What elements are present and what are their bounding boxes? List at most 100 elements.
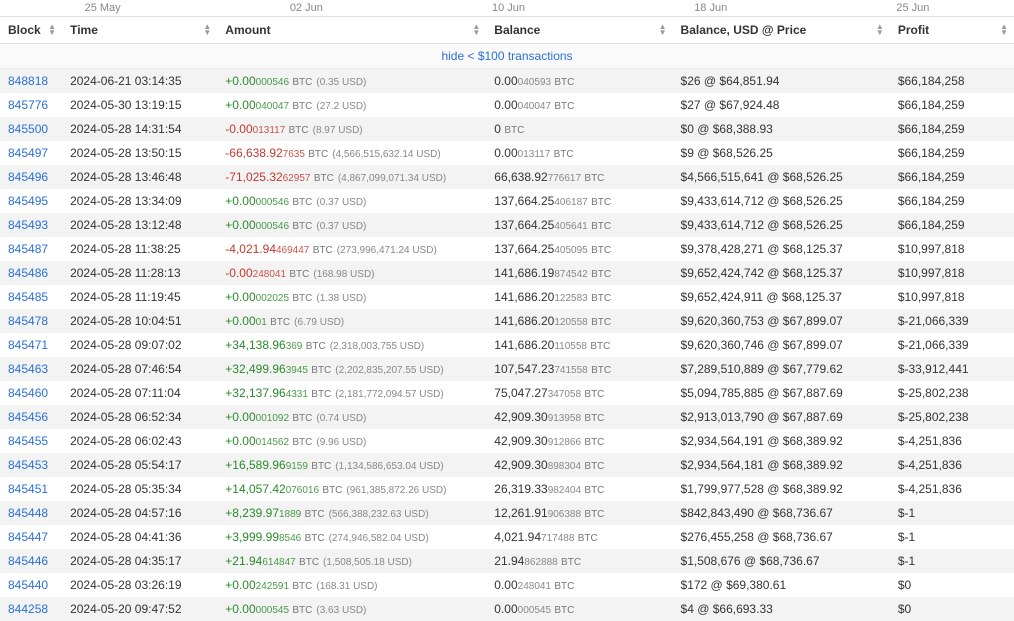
table-row: 8442582024-05-20 09:47:52+0.00000545 BTC… — [0, 597, 1014, 621]
sort-icon: ▲▼ — [48, 24, 56, 36]
header-balance-usd[interactable]: Balance, USD @ Price ▲▼ — [673, 17, 890, 44]
block-link[interactable]: 845453 — [8, 458, 48, 472]
block-link[interactable]: 845485 — [8, 290, 48, 304]
profit-cell: $-1 — [890, 549, 1014, 573]
balance-usd-cell: $1,508,676 @ $68,736.67 — [673, 549, 890, 573]
block-link[interactable]: 845493 — [8, 218, 48, 232]
sort-icon: ▲▼ — [203, 24, 211, 36]
table-row: 8454972024-05-28 13:50:15-66,638.927635 … — [0, 141, 1014, 165]
sort-icon: ▲▼ — [472, 24, 480, 36]
balance-cell: 0.00040047 BTC — [486, 93, 672, 117]
block-link[interactable]: 845456 — [8, 410, 48, 424]
profit-cell: $66,184,258 — [890, 69, 1014, 94]
header-profit[interactable]: Profit ▲▼ — [890, 17, 1014, 44]
header-time[interactable]: Time ▲▼ — [62, 17, 217, 44]
balance-cell: 137,664.25405641 BTC — [486, 213, 672, 237]
amount-cell: -66,638.927635 BTC(4,566,515,632.14 USD) — [217, 141, 486, 165]
amount-cell: +0.00014562 BTC(9.96 USD) — [217, 429, 486, 453]
timeline-labels: 25 May 02 Jun 10 Jun 18 Jun 25 Jun — [0, 0, 1014, 16]
balance-cell: 107,547.23741558 BTC — [486, 357, 672, 381]
block-link[interactable]: 845486 — [8, 266, 48, 280]
block-link[interactable]: 845451 — [8, 482, 48, 496]
block-link[interactable]: 845455 — [8, 434, 48, 448]
amount-cell: +21.94614847 BTC(1,508,505.18 USD) — [217, 549, 486, 573]
time-cell: 2024-05-28 10:04:51 — [62, 309, 217, 333]
balance-cell: 0 BTC — [486, 117, 672, 141]
sort-icon: ▲▼ — [876, 24, 884, 36]
block-link[interactable]: 845447 — [8, 530, 48, 544]
block-link[interactable]: 845776 — [8, 98, 48, 112]
hide-small-tx-link[interactable]: hide < $100 transactions — [0, 44, 1014, 69]
block-link[interactable]: 845448 — [8, 506, 48, 520]
block-link[interactable]: 845471 — [8, 338, 48, 352]
time-cell: 2024-05-28 11:28:13 — [62, 261, 217, 285]
amount-cell: +0.00000546 BTC(0.35 USD) — [217, 69, 486, 94]
amount-cell: +3,999.998546 BTC(274,946,582.04 USD) — [217, 525, 486, 549]
amount-cell: +32,137.964331 BTC(2,181,772,094.57 USD) — [217, 381, 486, 405]
time-cell: 2024-05-28 03:26:19 — [62, 573, 217, 597]
balance-cell: 0.00040593 BTC — [486, 69, 672, 94]
transactions-table: Block ▲▼ Time ▲▼ Amount ▲▼ Balance ▲▼ Ba… — [0, 16, 1014, 621]
profit-cell: $66,184,259 — [890, 141, 1014, 165]
profit-cell: $-4,251,836 — [890, 429, 1014, 453]
table-row: 8454472024-05-28 04:41:36+3,999.998546 B… — [0, 525, 1014, 549]
block-link[interactable]: 845463 — [8, 362, 48, 376]
time-cell: 2024-05-28 13:34:09 — [62, 189, 217, 213]
timeline-tick: 10 Jun — [492, 2, 525, 14]
amount-cell: +0.00040047 BTC(27.2 USD) — [217, 93, 486, 117]
balance-cell: 21.94862888 BTC — [486, 549, 672, 573]
header-amount[interactable]: Amount ▲▼ — [217, 17, 486, 44]
balance-usd-cell: $172 @ $69,380.61 — [673, 573, 890, 597]
profit-cell: $66,184,259 — [890, 117, 1014, 141]
profit-cell: $-25,802,238 — [890, 405, 1014, 429]
amount-cell: -4,021.94469447 BTC(273,996,471.24 USD) — [217, 237, 486, 261]
block-link[interactable]: 845440 — [8, 578, 48, 592]
balance-usd-cell: $4 @ $66,693.33 — [673, 597, 890, 621]
balance-cell: 137,664.25405095 BTC — [486, 237, 672, 261]
profit-cell: $10,997,818 — [890, 261, 1014, 285]
table-row: 8454782024-05-28 10:04:51+0.0001 BTC(6.7… — [0, 309, 1014, 333]
balance-cell: 42,909.30913958 BTC — [486, 405, 672, 429]
block-link[interactable]: 845478 — [8, 314, 48, 328]
balance-cell: 42,909.30912866 BTC — [486, 429, 672, 453]
block-link[interactable]: 845495 — [8, 194, 48, 208]
time-cell: 2024-05-20 09:47:52 — [62, 597, 217, 621]
time-cell: 2024-05-28 09:07:02 — [62, 333, 217, 357]
balance-usd-cell: $27 @ $67,924.48 — [673, 93, 890, 117]
profit-cell: $-4,251,836 — [890, 453, 1014, 477]
block-link[interactable]: 844258 — [8, 602, 48, 616]
timeline-tick: 25 May — [85, 2, 121, 14]
header-balance[interactable]: Balance ▲▼ — [486, 17, 672, 44]
block-link[interactable]: 845487 — [8, 242, 48, 256]
balance-cell: 141,686.19874542 BTC — [486, 261, 672, 285]
balance-cell: 0.00013117 BTC — [486, 141, 672, 165]
time-cell: 2024-05-28 11:19:45 — [62, 285, 217, 309]
balance-cell: 12,261.91906388 BTC — [486, 501, 672, 525]
amount-cell: +8,239.971889 BTC(566,388,232.63 USD) — [217, 501, 486, 525]
balance-cell: 141,686.20122583 BTC — [486, 285, 672, 309]
balance-usd-cell: $9,620,360,746 @ $67,899.07 — [673, 333, 890, 357]
amount-cell: +34,138.96369 BTC(2,318,003,755 USD) — [217, 333, 486, 357]
block-link[interactable]: 845446 — [8, 554, 48, 568]
block-link[interactable]: 845497 — [8, 146, 48, 160]
balance-usd-cell: $9 @ $68,526.25 — [673, 141, 890, 165]
profit-cell: $-21,066,339 — [890, 333, 1014, 357]
header-block[interactable]: Block ▲▼ — [0, 17, 62, 44]
time-cell: 2024-05-28 06:52:34 — [62, 405, 217, 429]
table-row: 8454462024-05-28 04:35:17+21.94614847 BT… — [0, 549, 1014, 573]
table-row: 8454512024-05-28 05:35:34+14,057.4207601… — [0, 477, 1014, 501]
time-cell: 2024-05-28 04:57:16 — [62, 501, 217, 525]
time-cell: 2024-05-28 06:02:43 — [62, 429, 217, 453]
balance-usd-cell: $842,843,490 @ $68,736.67 — [673, 501, 890, 525]
amount-cell: +0.00242591 BTC(168.31 USD) — [217, 573, 486, 597]
block-link[interactable]: 845496 — [8, 170, 48, 184]
block-link[interactable]: 845500 — [8, 122, 48, 136]
profit-cell: $-21,066,339 — [890, 309, 1014, 333]
block-link[interactable]: 845460 — [8, 386, 48, 400]
table-row: 8454962024-05-28 13:46:48-71,025.3262957… — [0, 165, 1014, 189]
block-link[interactable]: 848818 — [8, 74, 48, 88]
profit-cell: $-1 — [890, 501, 1014, 525]
balance-cell: 0.00248041 BTC — [486, 573, 672, 597]
amount-cell: +14,057.42076016 BTC(961,385,872.26 USD) — [217, 477, 486, 501]
table-row: 8454852024-05-28 11:19:45+0.00002025 BTC… — [0, 285, 1014, 309]
